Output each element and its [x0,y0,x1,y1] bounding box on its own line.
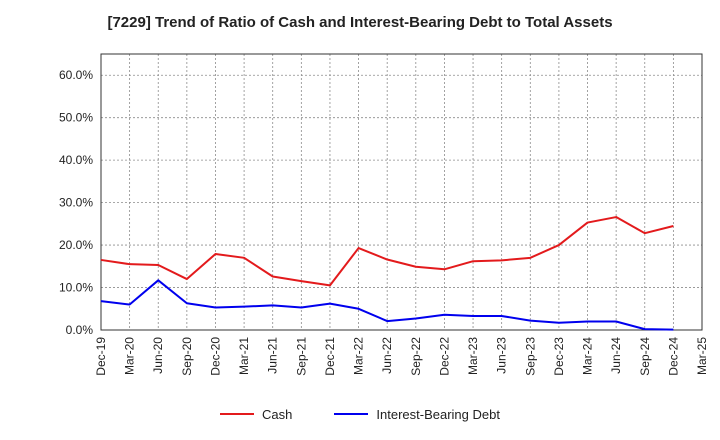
plot-area [101,54,702,330]
x-tick-label: Sep-20 [180,337,194,376]
y-tick-label: 0.0% [66,323,94,337]
x-tick-label: Dec-24 [666,337,680,376]
x-tick-label: Mar-24 [581,337,595,375]
x-tick-label: Jun-24 [609,337,623,374]
y-tick-labels: 0.0% 10.0% 20.0% 30.0% 40.0% 50.0% 60.0% [59,68,93,337]
x-tick-label: Mar-21 [237,337,251,375]
legend: Cash Interest-Bearing Debt [0,402,720,426]
x-tick-label: Dec-19 [94,337,108,376]
x-tick-label: Mar-23 [466,337,480,375]
x-tick-label: Jun-23 [495,337,509,374]
x-tick-label: Jun-21 [266,337,280,374]
series-line-interest-bearing-debt [100,279,674,331]
x-tick-label: Mar-25 [695,337,709,375]
legend-label-interest-bearing-debt: Interest-Bearing Debt [376,406,500,422]
x-tick-label: Sep-24 [638,337,652,376]
legend-item-interest-bearing-debt: Interest-Bearing Debt [334,407,500,422]
x-tick-label: Dec-21 [323,337,337,376]
line-chart: 0.0% 10.0% 20.0% 30.0% 40.0% 50.0% 60.0% Dec-1… [59,53,709,376]
x-tick-label: Sep-22 [409,337,423,376]
plot-frame [100,53,703,331]
y-tick-label: 30.0% [59,196,93,210]
legend-swatch-cash [220,413,255,415]
x-tick-label: Dec-22 [437,337,451,376]
x-tick-label: Sep-21 [294,337,308,376]
series-line-cash [100,216,674,287]
x-tick-label: Sep-23 [523,337,537,376]
axes [100,53,703,331]
y-tick-label: 50.0% [59,111,93,125]
x-tick-label: Dec-20 [208,337,222,376]
y-tick-label: 40.0% [59,153,93,167]
y-tick-label: 10.0% [59,281,93,295]
legend-label-cash: Cash [262,406,293,422]
x-tick-label: Mar-22 [352,337,366,375]
chart-title: [7229] Trend of Ratio of Cash and Intere… [107,14,613,31]
x-tick-labels: Dec-19 Mar-20 Jun-20 Sep-20 Dec-20 Mar-21 Jun-… [94,337,709,376]
grid-lines [100,54,703,331]
x-tick-label: Jun-22 [380,337,394,374]
x-tick-label: Mar-20 [123,337,137,375]
y-tick-label: 20.0% [59,238,93,252]
legend-swatch-interest-bearing-debt [334,413,369,415]
x-tick-label: Jun-20 [151,337,165,374]
x-tick-label: Dec-23 [552,337,566,376]
y-tick-label: 60.0% [59,68,93,82]
series-lines [100,216,674,331]
legend-item-cash: Cash [220,407,292,422]
